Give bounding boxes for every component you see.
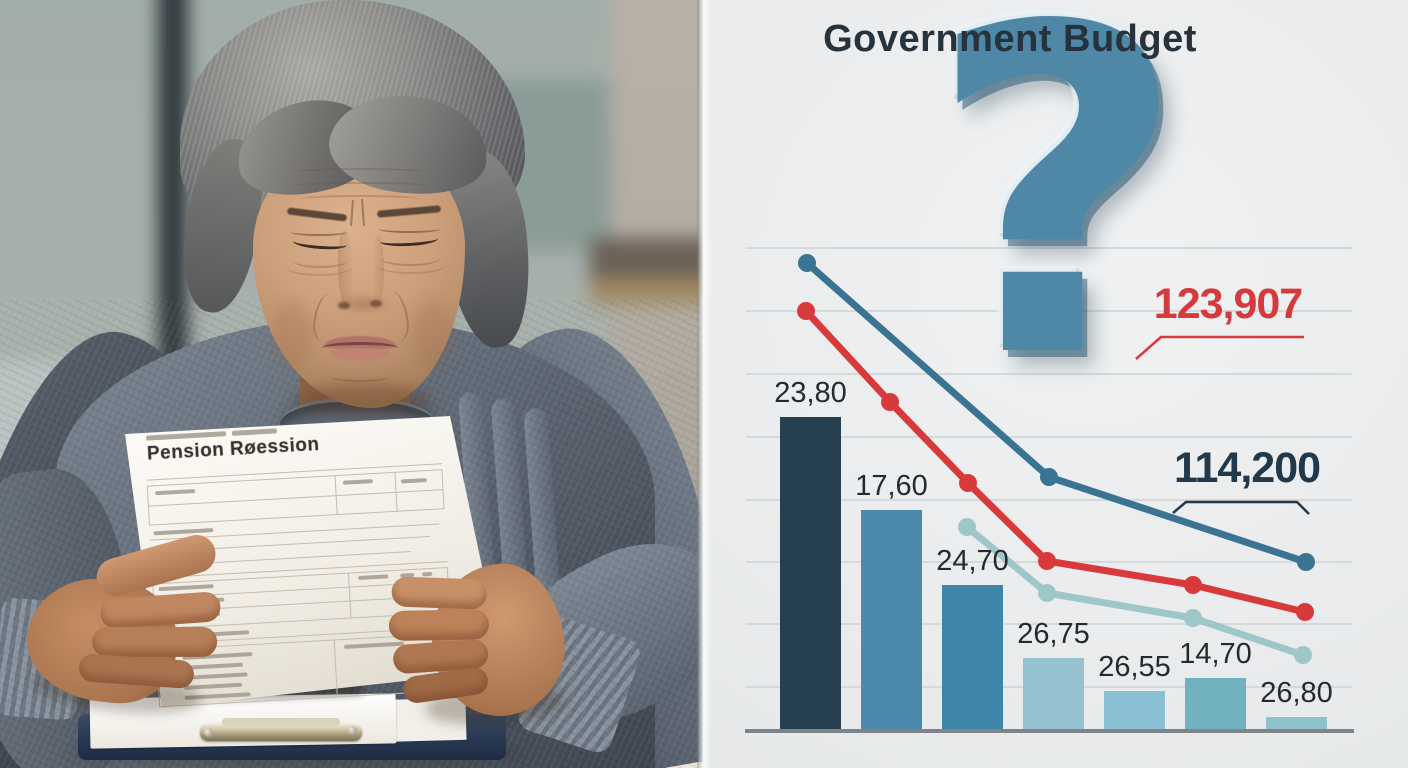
data-point-dot-red: [881, 393, 899, 411]
under-eye-bag: [376, 256, 446, 274]
callout-line: [1172, 500, 1310, 515]
data-point-dot-teal: [958, 518, 976, 536]
bar-value-label: 17,60: [855, 470, 928, 502]
gridline: [746, 623, 1352, 625]
frowning-mouth-line: [322, 342, 398, 354]
photo-panel: Pension Røession: [0, 0, 703, 768]
bar: [1185, 678, 1246, 733]
right-nostril: [370, 300, 382, 307]
under-eye-bag: [286, 258, 352, 276]
budget-chart-panel: Government Budget ? 23,80 17,60 24,70 26,75…: [703, 0, 1408, 768]
bar-value-label: 26,75: [1017, 618, 1090, 650]
forehead-wrinkle: [290, 182, 430, 190]
clip-screw: [204, 728, 213, 737]
data-point-dot-teal: [1038, 584, 1056, 602]
bar-value-label: 26,80: [1260, 677, 1333, 709]
trend-line-teal: [963, 523, 1307, 659]
left-nostril: [338, 302, 350, 309]
bar-value-label: 23,80: [774, 377, 847, 409]
data-point-dot-teal: [1294, 646, 1312, 664]
gridline: [746, 373, 1352, 375]
data-point-dot-red: [959, 474, 977, 492]
data-point-dot-red: [797, 302, 815, 320]
data-point-dot-red: [1038, 552, 1056, 570]
left-hand: [20, 530, 236, 722]
bar-value-label: 14,70: [1179, 638, 1252, 670]
bar: [1023, 658, 1084, 733]
nose-base-shadow: [332, 293, 394, 315]
trend-line-red: [802, 307, 1309, 616]
gridline: [746, 310, 1352, 312]
right-finger: [391, 576, 488, 610]
chin-crease: [330, 370, 390, 382]
data-point-dot-navy: [1297, 553, 1315, 571]
gridline: [746, 436, 1352, 438]
clip-screw: [348, 726, 357, 735]
panel-divider-seam: [697, 0, 712, 768]
bar: [942, 585, 1003, 733]
data-point-dot-navy: [798, 254, 816, 272]
bar: [1104, 691, 1165, 733]
document-smudge-text: [231, 428, 278, 436]
forehead-wrinkle: [295, 168, 425, 176]
cheek-shadow: [412, 300, 452, 370]
bar-value-label: 26,55: [1098, 651, 1171, 683]
data-point-dot-red: [1184, 576, 1202, 594]
bar-value-label: 24,70: [936, 545, 1009, 577]
wall-wood-trim: [590, 278, 703, 304]
gridline: [746, 499, 1352, 501]
wall-trim-band: [590, 238, 703, 280]
form-smudge: [153, 528, 214, 536]
bar: [861, 510, 922, 733]
nose-shading-right: [372, 235, 384, 305]
right-eyelid-crease: [378, 225, 440, 233]
clipboard-metal-clip: [200, 724, 362, 741]
forehead-wrinkle: [300, 195, 420, 203]
left-eyelid-crease: [290, 228, 348, 236]
bar: [780, 417, 841, 733]
chart-title: Government Budget: [823, 18, 1197, 60]
jaw-shadow: [292, 384, 432, 416]
trend-lines-svg: [797, 254, 1315, 664]
callout-value: 123,907: [1153, 280, 1303, 329]
clipboard-clip-lever: [222, 718, 340, 726]
x-axis-line: [745, 729, 1354, 733]
cheek-shadow: [272, 300, 312, 370]
callout-line: [1135, 335, 1304, 360]
right-finger: [388, 609, 490, 641]
right-hand: [388, 539, 575, 738]
question-mark-graphic: ?: [926, 0, 1188, 457]
data-point-dot-teal: [1184, 609, 1202, 627]
data-point-dot-navy: [1040, 468, 1058, 486]
left-finger: [92, 626, 218, 657]
gridline: [746, 247, 1352, 249]
data-point-dot-red: [1296, 603, 1314, 621]
callout-value: 114,200: [1173, 444, 1321, 493]
